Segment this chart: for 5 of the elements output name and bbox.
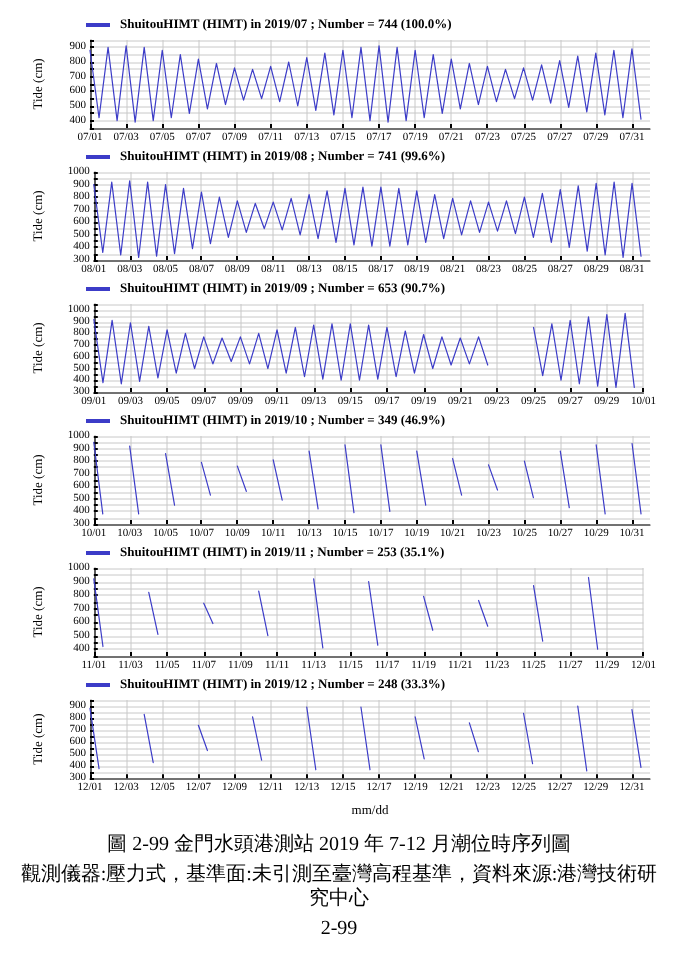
text: 圖 2-99 金門水頭港測站 2019 年 7-12 月潮位時序列圖 (105, 832, 573, 858)
line-series (93, 180, 642, 259)
text: 2-99 (318, 918, 360, 942)
text: 觀測儀器:壓力式，基準面:未引測至臺灣高程基準，資料來源:港灣技術研究中心 (18, 864, 660, 912)
line-series (89, 45, 642, 123)
